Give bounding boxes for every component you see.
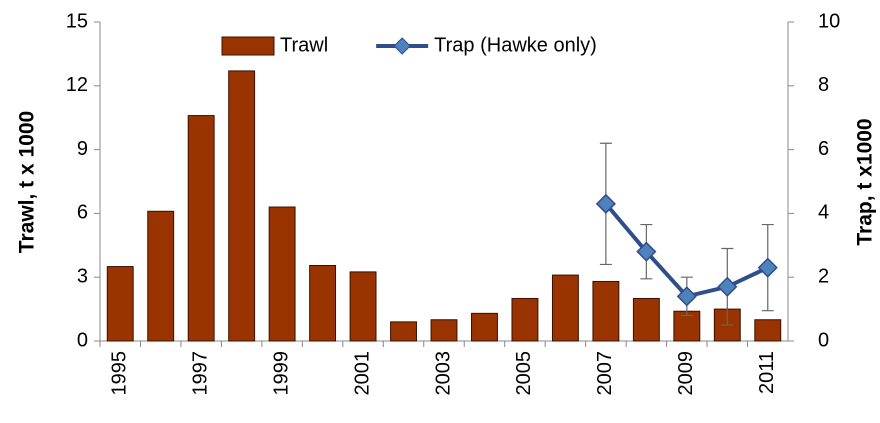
y2-axis-title: Trap, t x1000: [854, 118, 877, 245]
y-tick-label: 15: [66, 10, 88, 32]
x-tick-label: 1995: [109, 351, 131, 396]
bar: [430, 319, 458, 342]
bar: [147, 210, 175, 342]
x-tick-label: 2003: [432, 351, 454, 396]
y-tick-label: 9: [77, 138, 88, 160]
bar: [754, 319, 782, 342]
marker: [757, 257, 778, 278]
x-tick-label: 2011: [756, 351, 778, 394]
x-tick-label: 2005: [513, 351, 535, 396]
marker: [676, 286, 697, 307]
bar: [106, 266, 134, 342]
bar: [592, 280, 620, 342]
bar: [268, 206, 296, 342]
x-tick-label: 2009: [675, 351, 697, 396]
x-tick-label: 1997: [189, 351, 211, 396]
y2-tick-label: 2: [818, 265, 829, 287]
bar: [228, 70, 256, 342]
y2-tick-label: 8: [818, 74, 829, 96]
bar: [390, 321, 417, 342]
y-axis-title: Trawl, t x 1000: [16, 111, 39, 253]
y-tick-label: 6: [77, 202, 88, 224]
legend-label: Trawl: [280, 34, 328, 56]
legend-marker: [393, 37, 411, 55]
marker: [717, 276, 738, 297]
bar: [187, 115, 215, 342]
legend-swatch: [221, 36, 275, 56]
y-tick-label: 3: [77, 265, 88, 287]
y-tick-label: 12: [66, 74, 88, 96]
y2-tick-label: 4: [818, 202, 829, 224]
x-tick-label: 2007: [594, 351, 616, 396]
bar: [511, 297, 539, 342]
bar: [471, 312, 498, 342]
marker: [636, 241, 657, 262]
y-tick-label: 0: [77, 329, 88, 351]
y2-tick-label: 10: [818, 10, 840, 32]
y2-tick-label: 6: [818, 138, 829, 160]
legend-label: Trap (Hawke only): [434, 34, 597, 56]
marker: [595, 193, 616, 214]
y2-tick-label: 0: [818, 329, 829, 351]
bar: [551, 274, 579, 342]
x-tick-label: 1999: [270, 351, 292, 396]
bar: [309, 265, 337, 342]
bar: [632, 297, 660, 342]
x-tick-label: 2001: [351, 351, 373, 396]
bar: [673, 310, 701, 342]
bar: [349, 271, 377, 342]
